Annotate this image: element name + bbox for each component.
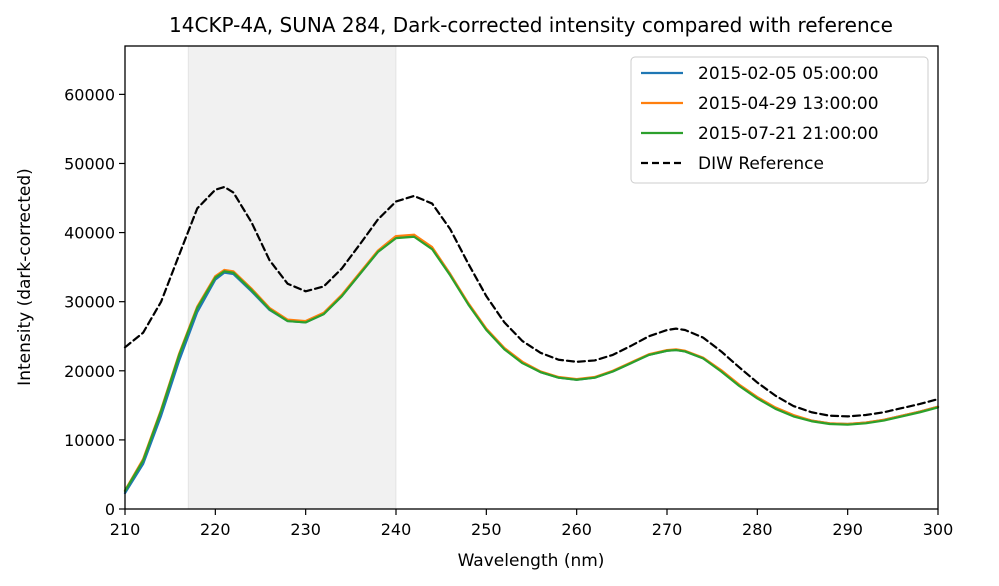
legend-box xyxy=(630,56,929,184)
y-tick-label: 50000 xyxy=(64,154,115,173)
y-axis-label: Intensity (dark-corrected) xyxy=(15,168,35,386)
x-tick-label: 210 xyxy=(110,520,141,539)
y-tick-label: 10000 xyxy=(64,431,115,450)
chart-title: 14CKP-4A, SUNA 284, Dark-corrected inten… xyxy=(169,13,893,37)
y-axis: 0 10000 20000 30000 40000 50000 60000 xyxy=(64,85,125,519)
legend-label: 2015-07-21 21:00:00 xyxy=(698,124,879,144)
y-tick-label: 40000 xyxy=(64,224,115,243)
shaded-wavelength-band xyxy=(187,45,397,510)
series-line-3 xyxy=(123,235,940,493)
x-tick-label: 230 xyxy=(290,520,321,539)
series-line-4 xyxy=(123,185,940,418)
x-tick-label: 250 xyxy=(471,520,502,539)
series-layer xyxy=(123,185,940,495)
legend: 2015-02-05 05:00:00 2015-04-29 13:00:00 20… xyxy=(630,56,929,184)
legend-label: 2015-02-05 05:00:00 xyxy=(698,64,879,84)
x-tick-label: 290 xyxy=(832,520,863,539)
y-tick-label: 60000 xyxy=(64,85,115,104)
y-tick-label: 0 xyxy=(105,500,115,519)
y-tick-label: 30000 xyxy=(64,293,115,312)
plot-frame xyxy=(124,45,939,510)
x-tick-label: 300 xyxy=(923,520,954,539)
legend-entries: 2015-02-05 05:00:00 2015-04-29 13:00:00 20… xyxy=(641,64,879,174)
x-tick-label: 260 xyxy=(561,520,592,539)
x-axis: 210 220 230 240 250 260 270 280 290 300 xyxy=(110,509,954,539)
legend-label: 2015-04-29 13:00:00 xyxy=(698,94,879,114)
y-tick-label: 20000 xyxy=(64,362,115,381)
x-tick-label: 220 xyxy=(200,520,231,539)
x-tick-label: 280 xyxy=(742,520,773,539)
x-axis-label: Wavelength (nm) xyxy=(458,551,605,571)
legend-label: DIW Reference xyxy=(698,154,824,174)
x-tick-label: 270 xyxy=(652,520,683,539)
x-tick-label: 240 xyxy=(381,520,412,539)
